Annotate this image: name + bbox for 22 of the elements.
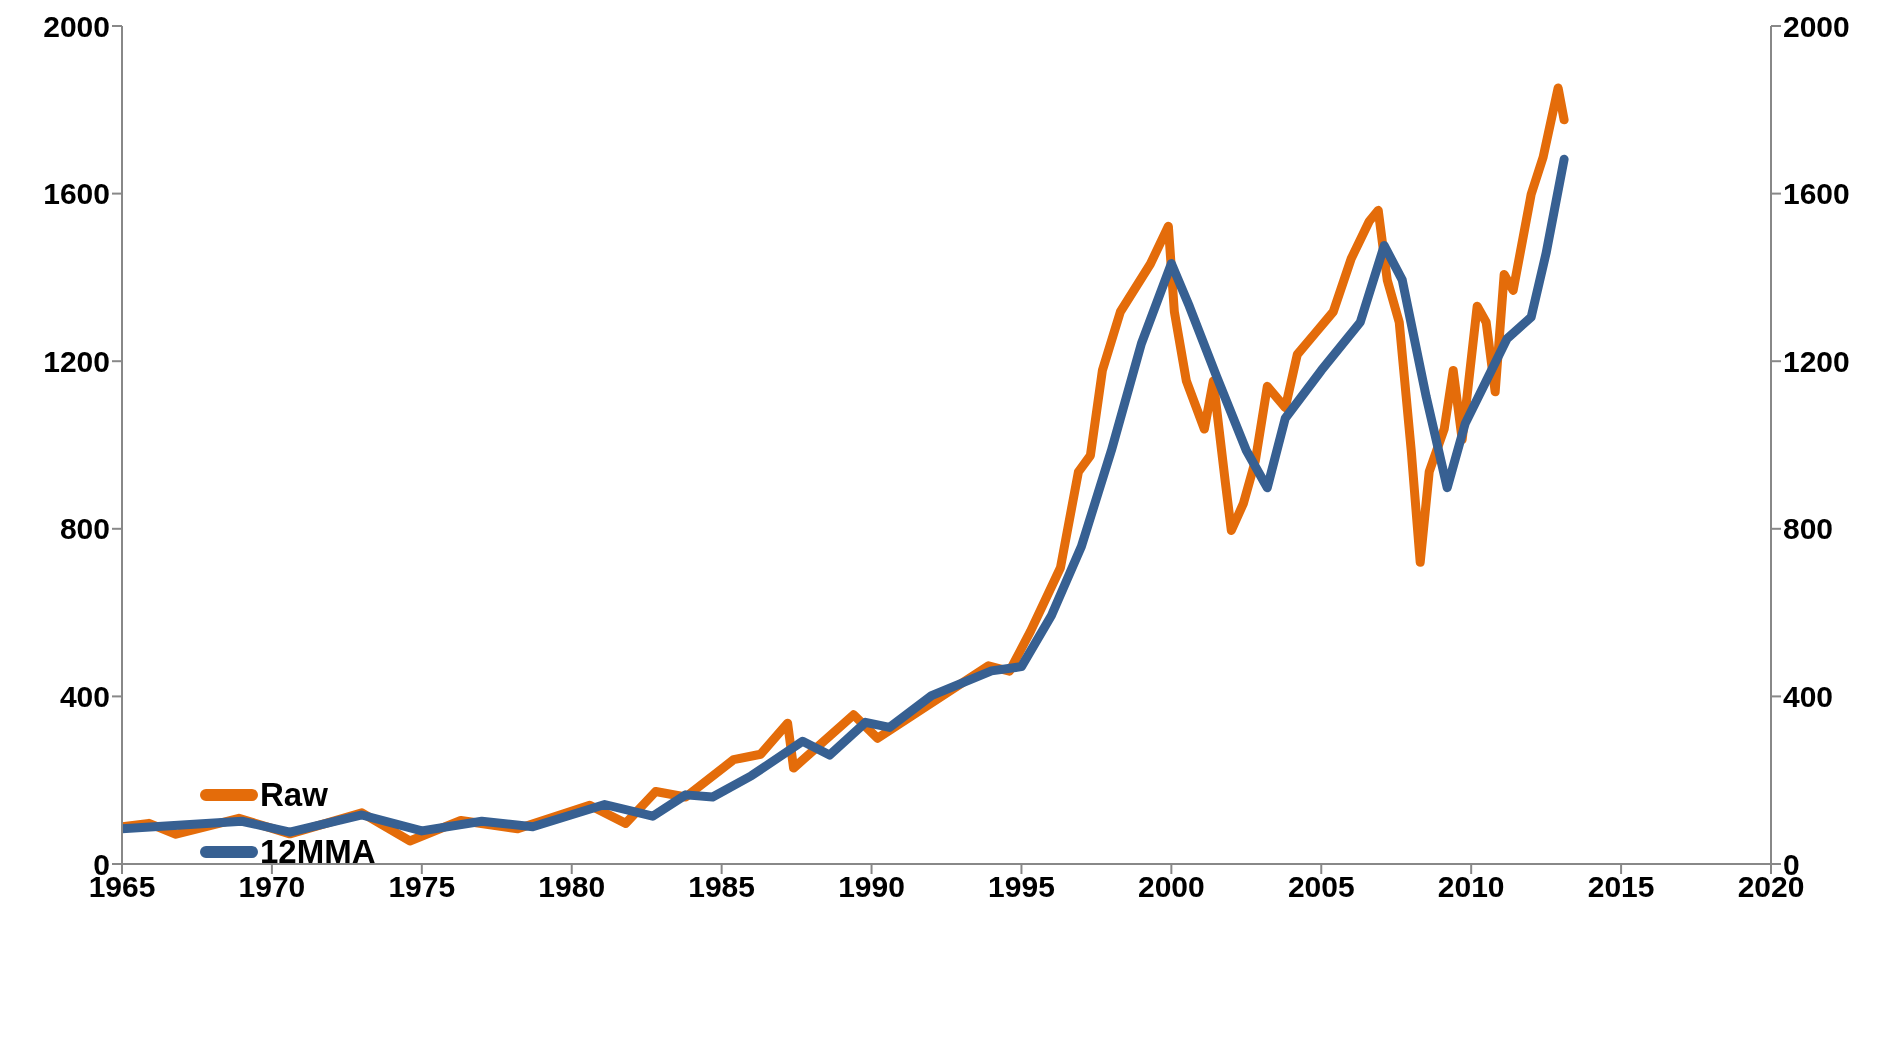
y2-tick-label: 400	[1783, 680, 1834, 714]
x-tick-label: 1980	[538, 870, 606, 904]
x-tick-label: 1990	[838, 870, 905, 904]
y2-tick-label: 1600	[1783, 177, 1850, 211]
x-tick-label: 1970	[238, 870, 306, 904]
y-tick-label: 2000	[43, 9, 110, 43]
legend-label: 12MMA	[260, 832, 376, 871]
y-tick-label: 1200	[43, 344, 110, 378]
y2-tick-label: 800	[1783, 512, 1834, 546]
x-tick-label: 1975	[388, 870, 456, 904]
x-tick-label: 1995	[988, 870, 1055, 904]
y-tick-label: 1600	[43, 177, 110, 211]
legend-label: Raw	[260, 775, 328, 814]
y-tick-label: 800	[59, 512, 110, 546]
x-tick-label: 2010	[1437, 870, 1505, 904]
x-tick-label: 2000	[1137, 870, 1205, 904]
y2-tick-label: 1200	[1783, 344, 1850, 378]
x-tick-label: 2015	[1587, 870, 1655, 904]
y-tick-label: 400	[59, 680, 110, 714]
x-tick-label: 2005	[1287, 870, 1355, 904]
x-tick-label: 1985	[688, 870, 756, 904]
y2-tick-label: 2000	[1783, 9, 1850, 43]
